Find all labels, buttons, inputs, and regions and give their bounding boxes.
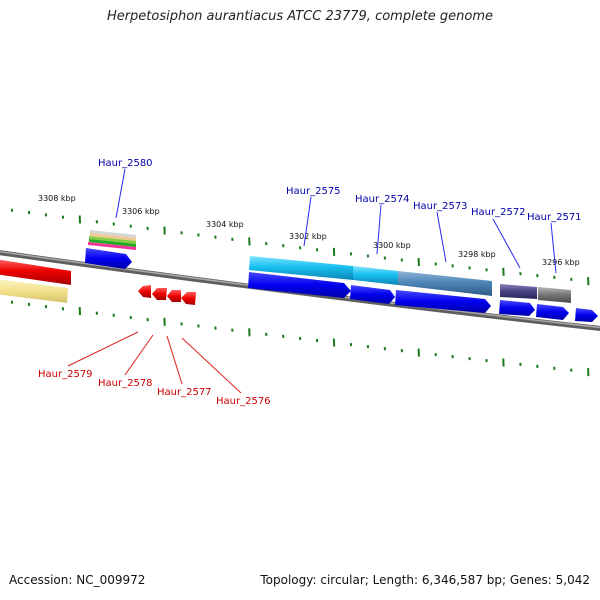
feature-bar-haur-2580[interactable] (88, 230, 136, 250)
forward-cds-track[interactable] (85, 248, 598, 322)
feature-bar-haur-2574[interactable] (353, 266, 398, 285)
cds-arrow-haur-2571[interactable] (536, 304, 569, 320)
cds-arrow-haur-2577[interactable] (167, 290, 181, 302)
feature-bar-haur-2573[interactable] (398, 271, 492, 296)
cds-arrow-haur-2578[interactable] (152, 288, 167, 300)
reverse-gene-labels[interactable]: Haur_2579 Haur_2578 Haur_2577 Haur_2576 (38, 369, 271, 407)
cds-arrow-haur-2574[interactable] (350, 285, 395, 304)
kbp-label-3296: 3296 kbp (542, 258, 580, 267)
gene-label-haur-2577[interactable]: Haur_2577 (157, 387, 212, 398)
accession-label: Accession: NC_009972 (9, 573, 146, 587)
feature-bar-haur-2579-yellow[interactable] (0, 279, 68, 303)
reverse-gene-leaders (67, 331, 242, 394)
genome-title: Herpetosiphon aurantiacus ATCC 23779, co… (106, 9, 494, 24)
feature-bar-haur-2572[interactable] (500, 284, 537, 299)
feature-annotation-track[interactable] (0, 230, 571, 303)
cds-arrow-haur-2573[interactable] (395, 290, 491, 313)
leader-haur-2576 (181, 337, 242, 394)
feature-bar-haur-2571[interactable] (538, 287, 571, 303)
feature-bar-haur-2579-red[interactable] (0, 259, 71, 285)
gene-label-haur-2576[interactable]: Haur_2576 (216, 396, 271, 407)
gene-label-haur-2571[interactable]: Haur_2571 (527, 212, 582, 223)
kbp-label-3302: 3302 kbp (289, 232, 327, 241)
upper-tick-track (10, 208, 590, 286)
lower-tick-track (10, 300, 590, 377)
gene-label-haur-2580[interactable]: Haur_2580 (98, 158, 153, 169)
cds-arrow-haur-2575[interactable] (248, 272, 351, 298)
gene-label-haur-2574[interactable]: Haur_2574 (355, 194, 410, 205)
gene-label-haur-2579[interactable]: Haur_2579 (38, 369, 93, 380)
kbp-label-3306: 3306 kbp (122, 207, 160, 216)
kbp-label-3300: 3300 kbp (373, 241, 411, 250)
kbp-label-3304: 3304 kbp (206, 220, 244, 229)
gene-label-haur-2573[interactable]: Haur_2573 (413, 201, 468, 212)
gene-label-haur-2572[interactable]: Haur_2572 (471, 207, 526, 218)
leader-haur-2577 (166, 335, 183, 385)
leader-haur-2578 (124, 334, 154, 376)
reverse-cds-track[interactable] (138, 285, 196, 305)
cds-arrow-haur-2572[interactable] (499, 300, 535, 316)
gene-label-haur-2575[interactable]: Haur_2575 (286, 186, 341, 197)
leader-haur-2580 (115, 168, 126, 219)
leader-haur-2574 (376, 204, 382, 255)
feature-bar-haur-2575[interactable] (249, 256, 353, 280)
kbp-label-3308: 3308 kbp (38, 194, 76, 203)
cds-arrow-haur-2579[interactable] (138, 285, 151, 298)
kbp-scale-labels: 3308 kbp 3306 kbp 3304 kbp 3302 kbp 3300… (38, 194, 580, 267)
cds-arrow-next[interactable] (575, 308, 598, 322)
cds-arrow-haur-2580[interactable] (85, 248, 132, 269)
leader-haur-2579 (67, 331, 139, 367)
gene-label-haur-2578[interactable]: Haur_2578 (98, 378, 153, 389)
forward-gene-labels[interactable]: Haur_2580 Haur_2575 Haur_2574 Haur_2573 … (98, 158, 582, 223)
kbp-label-3298: 3298 kbp (458, 250, 496, 259)
leader-haur-2573 (436, 211, 447, 263)
topology-summary: Topology: circular; Length: 6,346,587 bp… (260, 573, 590, 587)
forward-gene-leaders (115, 168, 557, 274)
leader-haur-2572 (492, 218, 521, 269)
cds-arrow-haur-2576[interactable] (181, 292, 196, 305)
leader-haur-2571 (550, 222, 557, 274)
leader-haur-2575 (303, 196, 312, 247)
